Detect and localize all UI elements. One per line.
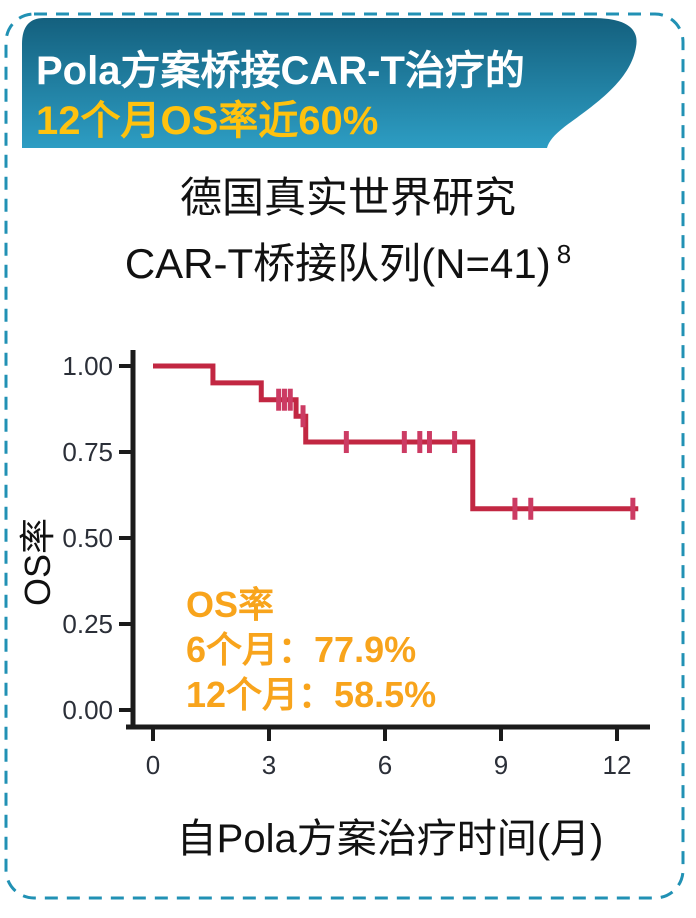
banner-swoosh [22, 18, 637, 148]
x-tick-label: 0 [146, 750, 160, 780]
x-tick-label: 6 [378, 750, 392, 780]
km-curve [153, 363, 639, 512]
annotation-12month: 12个月：58.5% [186, 674, 437, 715]
subtitle-line1: 德国真实世界研究 [179, 174, 516, 221]
y-tick-label: 0.25 [62, 609, 113, 639]
reference-superscript: 8 [556, 239, 572, 269]
header-title-line2: 12个月OS率近60% [36, 99, 379, 143]
y-tick-label: 0.75 [62, 437, 113, 467]
y-tick-label: 1.00 [62, 351, 113, 381]
os-rate-annotation: OS率 6个月：77.9% 12个月：58.5% [186, 582, 436, 717]
x-axis-title: 自Pola方案治疗时间(月) [176, 817, 604, 861]
x-tick-label: 3 [262, 750, 276, 780]
x-tick-label: 9 [494, 750, 508, 780]
study-subtitle: 德国真实世界研究 CAR-T桥接队列(N=41) 8 [0, 170, 696, 292]
subtitle-line2: CAR-T桥接队列(N=41) 8 [0, 226, 696, 292]
annotation-6month: 6个月：77.9% [186, 629, 417, 670]
km-survival-chart: 1.00 0.75 0.50 0.25 0.00 0 3 6 9 12 [62, 350, 650, 780]
annotation-heading: OS率 [186, 584, 275, 625]
header-banner-shape [22, 18, 637, 148]
x-tick-label: 12 [603, 750, 632, 780]
y-tick-label: 0.00 [62, 695, 113, 725]
header-title: Pola方案桥接CAR-T治疗的 12个月OS率近60% [36, 46, 525, 146]
subtitle-line2-text: CAR-T桥接队列(N=41) [124, 240, 551, 287]
header-title-line1: Pola方案桥接CAR-T治疗的 [36, 49, 525, 93]
y-axis-title: OS率 [17, 518, 58, 607]
y-tick-label: 0.50 [62, 523, 113, 553]
